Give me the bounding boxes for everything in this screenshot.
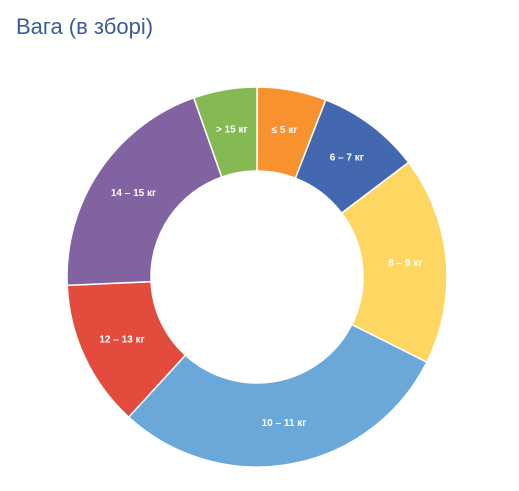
slice-label-6-7-kg: 6 – 7 кг (330, 153, 364, 164)
slice-label-10-11-kg: 10 – 11 кг (262, 418, 307, 429)
slice-label-le-5-kg: ≤ 5 кг (272, 125, 298, 136)
slice-label-14-15-kg: 14 – 15 кг (111, 188, 156, 199)
slice-label-gt-15-kg: > 15 кг (216, 125, 248, 136)
slice-8-9-kg[interactable] (340, 161, 448, 364)
slice-gt-15-kg[interactable] (192, 86, 258, 178)
slice-10-11-kg[interactable] (127, 323, 428, 468)
slice-label-8-9-kg: 8 – 9 кг (388, 258, 422, 269)
chart-title: Вага (в зборі) (16, 14, 154, 39)
slice-label-12-13-kg: 12 – 13 кг (99, 335, 144, 346)
slice-14-15-kg[interactable] (66, 96, 223, 287)
